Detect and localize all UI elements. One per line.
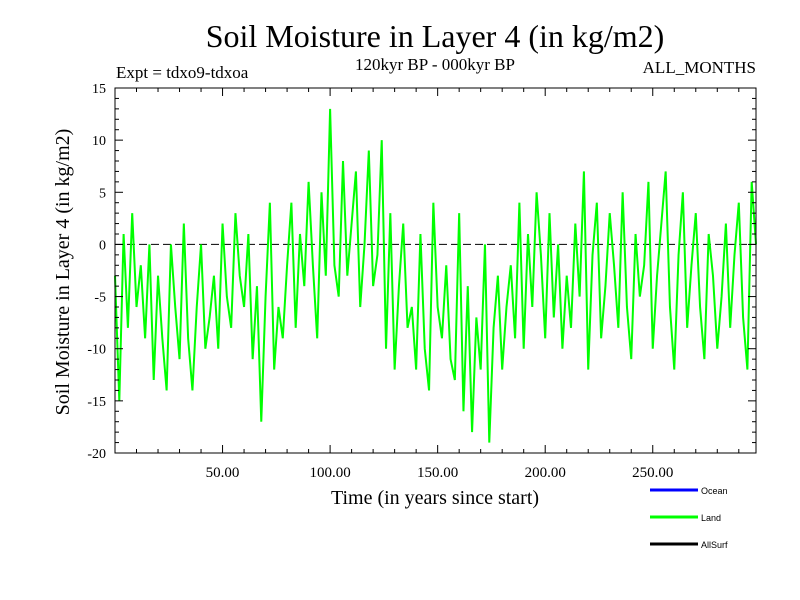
y-tick-label: -10 [87,343,106,358]
legend-label-allsurf: AllSurf [701,540,728,550]
plot-area: -20 -15 -10 -5 0 5 10 15 50.00 100.00 150.00 200.00… [87,82,757,481]
y-tick-label: -20 [87,447,106,462]
x-tick-label: 50.00 [206,465,240,481]
series-line-land [114,108,757,443]
y-tick-label: 10 [92,134,106,149]
y-tick-label: -5 [94,291,106,306]
x-tick-label: 250.00 [632,465,673,481]
plot-frame [114,87,757,454]
y-tick-label: 0 [99,238,106,253]
y-axis-label: Soil Moisture in Layer 4 (in kg/m2) [52,129,74,416]
x-axis-label: Time (in years since start) [331,487,539,509]
chart-subtitle-center: 120kyr BP - 000kyr BP [355,55,515,74]
y-tick-label: -15 [87,395,106,410]
chart-subtitle-left: Expt = tdxo9-tdxoa [116,63,249,82]
legend-label-ocean: Ocean [701,486,728,496]
chart-title: Soil Moisture in Layer 4 (in kg/m2) [206,18,665,54]
x-tick-label: 150.00 [417,465,458,481]
x-tick-label: 100.00 [309,465,350,481]
legend-label-land: Land [701,513,721,523]
y-tick-label: 5 [99,186,106,201]
x-tick-label: 200.00 [525,465,566,481]
chart-subtitle-right: ALL_MONTHS [643,58,756,77]
y-tick-label: 15 [92,82,106,97]
legend: Ocean Land AllSurf [650,486,728,550]
